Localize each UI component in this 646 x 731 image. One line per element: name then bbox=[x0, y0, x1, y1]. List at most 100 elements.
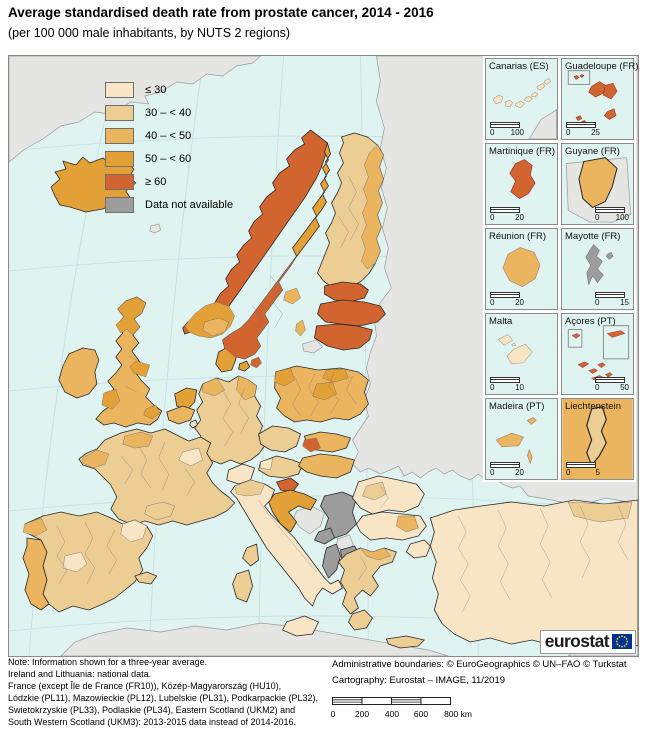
region-greece bbox=[338, 547, 397, 615]
region-france-normandy bbox=[122, 431, 154, 449]
region-france-south bbox=[144, 501, 176, 521]
inset-madeira: Madeira (PT) 0 20 bbox=[485, 398, 558, 480]
footnote-line: South Western Scotland (UKM3): 2013-2015… bbox=[8, 716, 297, 727]
credits: Administrative boundaries: © EuroGeograp… bbox=[332, 657, 627, 689]
region-spain-nw bbox=[22, 517, 48, 537]
inset-guadeloupe: Guadeloupe (FR) 0 25 bbox=[561, 58, 638, 140]
legend-swatch bbox=[105, 197, 134, 213]
region-greece-north bbox=[359, 547, 391, 561]
region-romania-west bbox=[362, 481, 387, 501]
region-uk-wales bbox=[101, 388, 121, 410]
inset-scalebar: 0 10 bbox=[490, 377, 524, 392]
region-turkey-ne bbox=[567, 501, 633, 523]
region-greenland bbox=[9, 56, 262, 163]
legend-swatch bbox=[105, 82, 134, 98]
region-inset-canarias-africa bbox=[528, 109, 557, 139]
map-title: Average standardised death rate from pro… bbox=[8, 5, 434, 20]
legend-row: Data not available bbox=[105, 197, 233, 213]
region-spain-catalonia bbox=[120, 519, 148, 543]
inset-reunion: Réunion (FR) 0 20 bbox=[485, 228, 558, 310]
inset-scalebar: 0 15 bbox=[595, 292, 629, 307]
inset-guyane: Guyane (FR) 0 100 bbox=[561, 143, 634, 225]
region-poland-north bbox=[322, 368, 349, 383]
region-inset-canarias bbox=[492, 78, 552, 109]
footnote-line: France (except Île de France (FR10)), Kö… bbox=[8, 680, 282, 691]
inset-scalebar: 0 20 bbox=[490, 462, 524, 477]
region-inset-acores bbox=[571, 330, 626, 382]
inset-label: Martinique (FR) bbox=[489, 146, 555, 157]
inset-scalebar: 0 100 bbox=[595, 207, 629, 222]
region-uk-north-england bbox=[129, 360, 151, 378]
legend-swatch bbox=[105, 105, 134, 121]
scale-tick-label: 800 km bbox=[444, 709, 472, 719]
region-latvia bbox=[317, 299, 386, 327]
region-inset-guyane bbox=[578, 157, 618, 208]
nuts-region-borders bbox=[56, 175, 629, 613]
eu-flag-icon bbox=[612, 634, 632, 649]
footnotes: Note: Information shown for a three-year… bbox=[8, 657, 318, 728]
region-hungary bbox=[298, 453, 355, 479]
footnote-line: Lódzkie (PL11), Mazowieckie (PL12), Lube… bbox=[8, 692, 318, 703]
region-france-centereast bbox=[178, 447, 203, 467]
inset-malta: Malta 0 10 bbox=[485, 313, 558, 395]
inset-label: Réunion (FR) bbox=[489, 231, 547, 242]
legend-row: 30 – < 40 bbox=[105, 105, 233, 121]
region-inset-malta bbox=[497, 334, 533, 365]
inset-label: Canarias (ES) bbox=[489, 61, 549, 72]
region-austria-west bbox=[260, 457, 273, 471]
region-patches bbox=[22, 144, 633, 573]
legend-label: ≥ 60 bbox=[145, 176, 167, 188]
footnote-line: Note: Information shown for a three-year… bbox=[8, 657, 208, 667]
region-inset-martinique bbox=[509, 159, 536, 200]
region-belgium bbox=[166, 405, 196, 425]
region-inset-guadeloupe bbox=[573, 74, 618, 124]
map-subtitle: (per 100 000 male inhabitants, by NUTS 2… bbox=[8, 26, 291, 40]
inset-label: Guyane (FR) bbox=[565, 146, 620, 157]
region-italy bbox=[230, 479, 343, 607]
legend-swatch bbox=[105, 151, 134, 167]
legend-row: ≥ 60 bbox=[105, 174, 233, 190]
inset-label: Açores (PT) bbox=[565, 316, 616, 327]
inset-mayotte: Mayotte (FR) 0 15 bbox=[561, 228, 634, 310]
credits-boundaries: Administrative boundaries: © EuroGeograp… bbox=[332, 659, 627, 670]
inset-acores: Açores (PT) 0 50 bbox=[561, 313, 634, 395]
scale-tick-label: 600 bbox=[413, 709, 429, 719]
europe-map: ≤ 30 30 – < 40 40 – < 50 50 – < 60 ≥ 60 … bbox=[8, 55, 639, 657]
legend-label: 30 – < 40 bbox=[145, 107, 192, 119]
inset-label: Guadeloupe (FR) bbox=[565, 61, 639, 72]
credits-cartography: Cartography: Eurostat – IMAGE, 11/2019 bbox=[332, 675, 506, 686]
region-netherlands bbox=[174, 387, 198, 411]
inset-scalebar: 0 25 bbox=[566, 122, 600, 137]
legend-row: 40 – < 50 bbox=[105, 128, 233, 144]
legend-label: 40 – < 50 bbox=[145, 130, 192, 142]
region-italy-north bbox=[234, 479, 265, 497]
region-gotland bbox=[295, 319, 306, 337]
legend-label: ≤ 30 bbox=[145, 84, 167, 96]
region-crete bbox=[386, 635, 425, 649]
region-sweden-south bbox=[222, 255, 297, 360]
region-germany-ne bbox=[236, 375, 257, 401]
region-finland-east bbox=[361, 144, 384, 270]
footnote-line: Swietokrzyskie (PL33), Podlaskie (PL34),… bbox=[8, 704, 296, 715]
region-sweden-stockholm bbox=[283, 287, 301, 305]
region-sicily bbox=[282, 615, 319, 637]
region-denmark-copenhagen bbox=[250, 356, 262, 369]
eurostat-logo-text: eurostat bbox=[544, 630, 610, 651]
inset-label: Liechtenstein bbox=[565, 401, 621, 412]
region-czechia bbox=[258, 425, 301, 453]
region-kaliningrad bbox=[302, 339, 324, 354]
scale-tick-label: 200 bbox=[354, 709, 370, 719]
eu-countries bbox=[22, 129, 638, 654]
region-balearics bbox=[134, 571, 158, 585]
legend-swatch bbox=[105, 128, 134, 144]
region-uk-london bbox=[143, 404, 161, 420]
region-denmark-islands bbox=[238, 360, 251, 372]
region-uk-scotland-north bbox=[115, 296, 147, 336]
legend-row: 50 – < 60 bbox=[105, 151, 233, 167]
region-slovenia bbox=[276, 477, 299, 493]
region-spain-madrid bbox=[62, 551, 88, 573]
region-portugal bbox=[22, 537, 50, 611]
